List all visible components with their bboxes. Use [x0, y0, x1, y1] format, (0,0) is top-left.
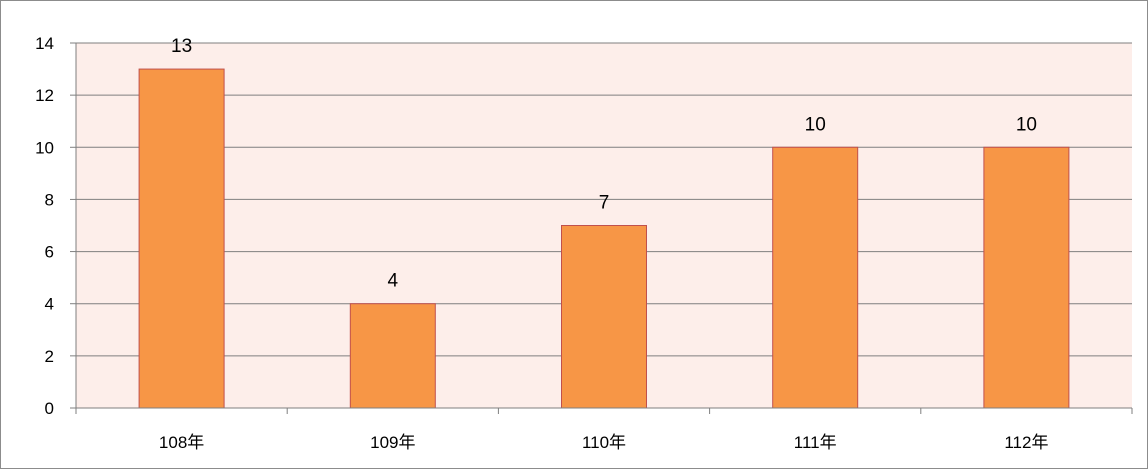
x-tick-label: 108年 [159, 433, 204, 452]
data-label: 4 [388, 271, 399, 292]
y-tick-label: 8 [45, 190, 54, 209]
bar-1 [349, 303, 436, 409]
y-tick-label: 14 [35, 34, 54, 53]
y-tick-label: 6 [45, 243, 54, 262]
x-tick-label: 112年 [1004, 433, 1048, 452]
x-tick-label: 110年 [582, 433, 626, 452]
y-tick-label: 0 [45, 399, 54, 418]
data-label: 10 [805, 114, 826, 135]
y-tick-label: 12 [35, 86, 54, 105]
labels: 0 2 4 6 8 10 12 14 13 4 7 10 10 108年 109年 110年 111年 112年 [35, 34, 1048, 452]
data-label: 10 [1016, 114, 1037, 135]
x-tick-label: 109年 [370, 433, 415, 452]
data-label: 13 [171, 36, 192, 57]
axes [70, 42, 1133, 414]
x-tick-label: 111年 [794, 433, 837, 452]
y-tick-label: 4 [45, 295, 54, 314]
bar-4 [983, 146, 1070, 409]
bar-0 [138, 68, 225, 409]
data-label: 7 [599, 193, 610, 214]
y-tick-label: 10 [35, 138, 54, 157]
bar-3 [772, 146, 859, 409]
bar-2 [561, 225, 647, 409]
y-tick-label: 2 [45, 347, 54, 366]
